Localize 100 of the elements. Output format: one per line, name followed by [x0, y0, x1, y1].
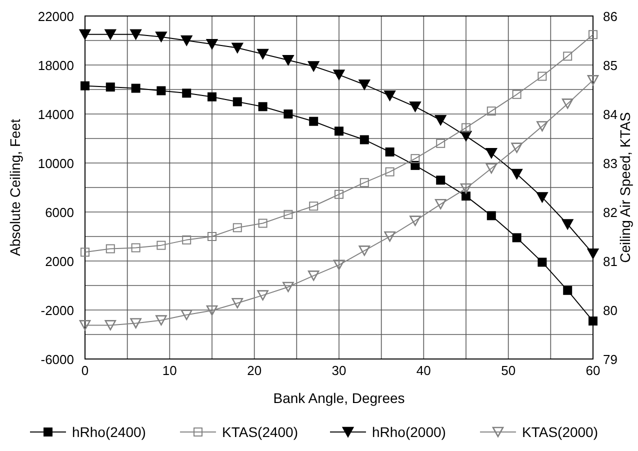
point: [410, 216, 421, 226]
point: [182, 88, 192, 98]
point: [131, 84, 140, 93]
point: [333, 260, 345, 270]
point: [257, 48, 268, 60]
point: [156, 315, 167, 326]
point: [511, 142, 522, 153]
point: [486, 211, 496, 220]
point: [79, 320, 91, 330]
x-axis-title: Bank Angle, Degrees: [273, 390, 405, 406]
point: [563, 286, 572, 295]
point: [358, 79, 370, 90]
x-tick-label: 0: [81, 363, 89, 378]
legend-label: hRho(2000): [372, 424, 446, 440]
point: [257, 290, 268, 300]
y2-tick-label: 80: [603, 303, 618, 318]
point: [104, 320, 116, 330]
point: [588, 316, 598, 326]
point: [536, 121, 548, 132]
legend-label: KTAS(2400): [222, 424, 298, 440]
point: [180, 310, 192, 320]
y-tick-label: 22000: [38, 9, 74, 24]
y-axis-title: Absolute Ceiling, Feet: [7, 118, 23, 256]
point: [486, 163, 498, 174]
point: [434, 199, 446, 210]
point: [180, 35, 192, 46]
point: [587, 248, 599, 259]
point: [360, 135, 369, 144]
point: [436, 176, 446, 185]
point: [512, 90, 522, 99]
point: [80, 81, 90, 90]
x-tick-label: 60: [586, 363, 600, 378]
point: [130, 29, 142, 40]
point: [538, 258, 547, 267]
point: [384, 231, 396, 242]
x-tick-label: 50: [501, 363, 516, 378]
point: [232, 42, 244, 53]
y-tick-label: 6000: [45, 205, 74, 220]
point: [206, 305, 218, 316]
point: [511, 168, 522, 180]
point: [334, 126, 344, 136]
point: [358, 246, 370, 256]
legend-label: KTAS(2000): [522, 424, 598, 440]
x-tick-label: 20: [247, 363, 262, 378]
point: [79, 29, 91, 40]
y-tick-label: 18000: [38, 58, 74, 73]
point: [208, 92, 216, 102]
point: [486, 106, 496, 116]
point: [410, 102, 421, 112]
y2-tick-label: 81: [603, 254, 618, 269]
point: [309, 202, 318, 211]
point: [232, 223, 242, 232]
x-tick-label: 40: [416, 363, 431, 378]
point: [587, 75, 599, 86]
point: [182, 235, 192, 244]
point: [536, 192, 548, 202]
point: [562, 98, 574, 109]
point: [562, 219, 574, 230]
y-tick-label: -6000: [40, 352, 74, 367]
point: [131, 243, 140, 252]
point: [410, 154, 420, 164]
y2-tick-label: 86: [603, 9, 618, 24]
point: [308, 61, 320, 72]
point: [156, 240, 166, 250]
point: [563, 52, 572, 61]
point: [282, 54, 294, 66]
point: [436, 138, 446, 148]
y2-tick-label: 84: [603, 107, 618, 122]
point: [360, 178, 369, 188]
point: [106, 244, 115, 254]
point: [385, 167, 394, 176]
x-tick-label: 10: [162, 363, 177, 378]
point: [486, 148, 498, 158]
point: [104, 29, 116, 40]
x-tick-label: 30: [332, 363, 346, 378]
point: [232, 298, 244, 308]
point: [309, 116, 318, 126]
point: [156, 32, 167, 42]
point: [130, 318, 142, 328]
y2-tick-label: 83: [603, 156, 618, 171]
point: [385, 147, 394, 156]
y-tick-label: 10000: [38, 156, 74, 171]
point: [333, 70, 345, 80]
y2-tick-label: 85: [603, 58, 618, 73]
point: [384, 90, 396, 101]
point: [334, 190, 344, 199]
point: [258, 218, 268, 228]
point: [462, 123, 470, 132]
point: [80, 248, 90, 257]
point: [284, 210, 293, 219]
point: [258, 102, 268, 112]
point: [282, 282, 294, 292]
point: [308, 270, 320, 281]
point: [206, 39, 218, 50]
y2-tick-label: 79: [603, 352, 618, 367]
point: [538, 72, 547, 81]
y-tick-label: 2000: [45, 254, 74, 269]
legend-label: hRho(2400): [72, 424, 146, 440]
y-tick-label: 14000: [38, 107, 74, 122]
point: [462, 192, 470, 201]
